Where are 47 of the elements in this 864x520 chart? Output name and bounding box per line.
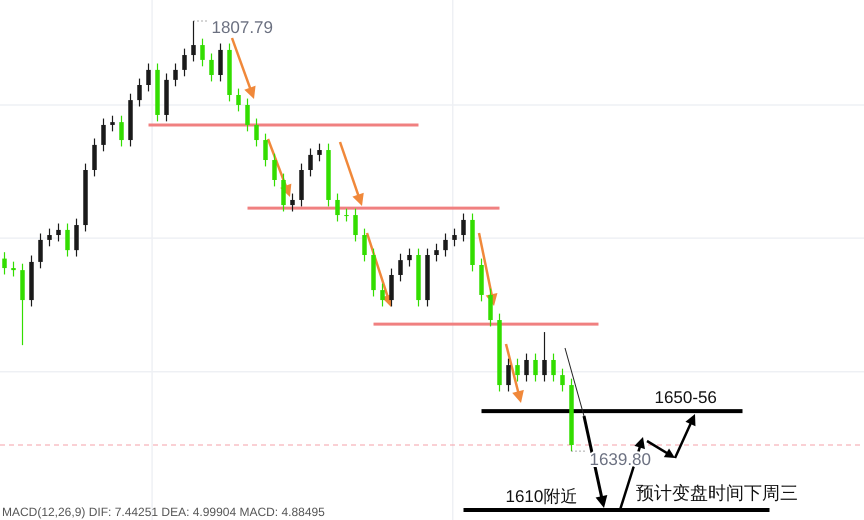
candlestick [101,118,106,152]
candlestick [65,222,70,258]
candlestick [452,228,457,247]
candlestick [209,52,214,82]
candlestick [533,352,538,382]
candlestick [290,192,295,212]
candlestick [272,153,277,187]
candlestick [362,228,367,262]
candlestick [335,192,340,222]
candlestick [551,352,556,382]
candlestick [434,243,439,262]
candlestick [137,78,142,108]
candlestick [236,88,241,112]
candlestick [11,261,16,278]
candlestick [506,358,511,392]
legend-label: 1610附近 [506,487,578,506]
candlestick [110,115,115,132]
candlestick [146,62,151,92]
candlestick [254,118,259,148]
candlestick [263,133,268,168]
candlestick [407,248,412,268]
candlestick [461,212,466,242]
candlestick [344,208,349,222]
candlestick [47,228,52,247]
candlestick [380,283,385,308]
annotation: 预计变盘时间下周三 [636,483,798,503]
annotation: MACD(12,26,9) DIF: 7.44251 DEA: 4.99904 MACD: 4.88495 [2,505,326,519]
candlestick [308,148,313,178]
candlestick [515,358,520,382]
candlestick [2,252,7,276]
candlestick [119,115,124,148]
candlestick [443,232,448,258]
candlestick [245,98,250,132]
candlestick [200,38,205,67]
candlestick [191,20,196,62]
candlestick [398,253,403,282]
candlestick [38,232,43,269]
candlestick [542,331,547,382]
candlestick [317,143,322,162]
candlestick [524,352,529,382]
candlestick [56,222,61,242]
series-label: 1650-56 [654,388,717,408]
candlestick [560,368,565,392]
candlestick [353,208,358,242]
candlestick [182,48,187,77]
candlestick [173,62,178,87]
annotation: 1807.79 [212,18,273,38]
